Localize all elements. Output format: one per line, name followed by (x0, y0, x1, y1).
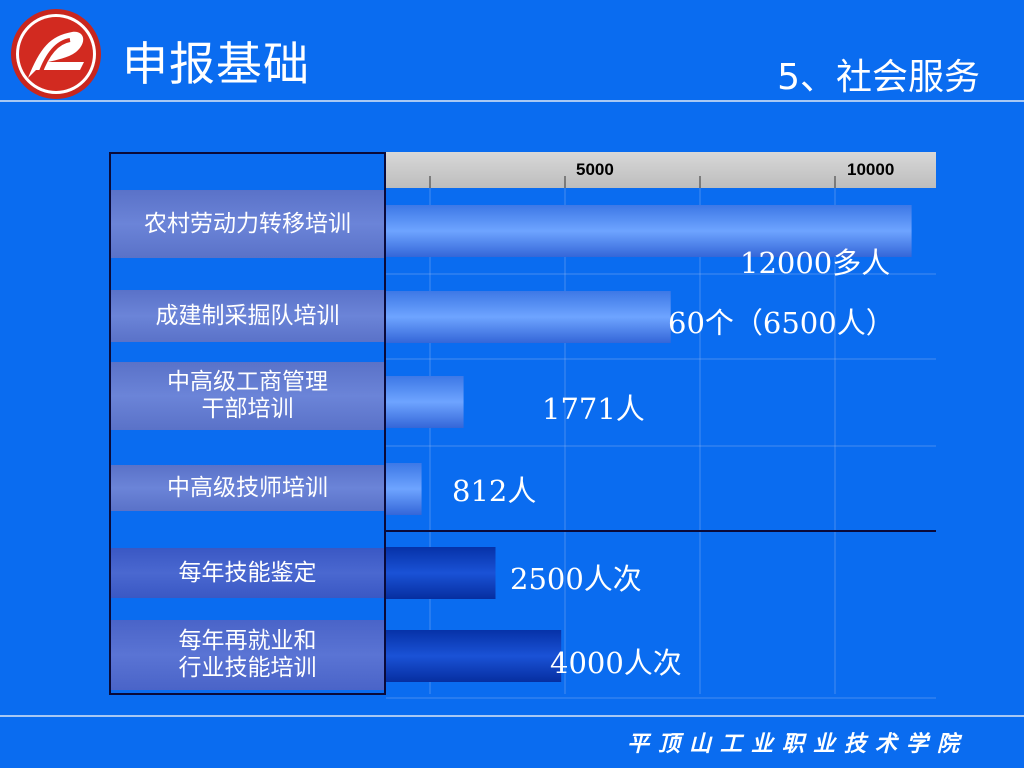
section-subtitle: 5、社会服务 (777, 57, 980, 98)
bar-2 (386, 291, 671, 343)
footer-divider (0, 715, 1024, 717)
data-label-6: 4000人次 (550, 646, 682, 680)
data-label-3: 1771人 (542, 392, 645, 426)
header-divider (0, 100, 1024, 102)
data-label-2: 60个（6500人） (668, 306, 895, 340)
x-tick-label: 5000 (576, 160, 614, 179)
bar-6 (386, 630, 562, 682)
category-label-1: 农村劳动力转移培训 (111, 190, 384, 258)
bar-1 (386, 205, 912, 257)
college-logo-icon (11, 9, 101, 99)
data-label-4: 812人 (452, 474, 537, 508)
bar-3 (386, 376, 464, 428)
category-label-4: 中高级技师培训 (111, 465, 384, 511)
data-label-1: 12000多人 (740, 246, 891, 280)
x-tick-label: 10000 (847, 160, 895, 179)
footer-college-name: 平顶山工业职业技术学院 (626, 731, 968, 757)
page-title: 申报基础 (122, 37, 310, 91)
data-label-5: 2500人次 (510, 562, 642, 596)
category-label-5: 每年技能鉴定 (111, 548, 384, 598)
axis-band (386, 152, 936, 188)
category-label-3: 中高级工商管理 干部培训 (111, 362, 384, 430)
category-label-6: 每年再就业和 行业技能培训 (111, 620, 384, 690)
bar-5 (386, 547, 496, 599)
category-label-2: 成建制采掘队培训 (111, 290, 384, 342)
bar-4 (386, 463, 422, 515)
